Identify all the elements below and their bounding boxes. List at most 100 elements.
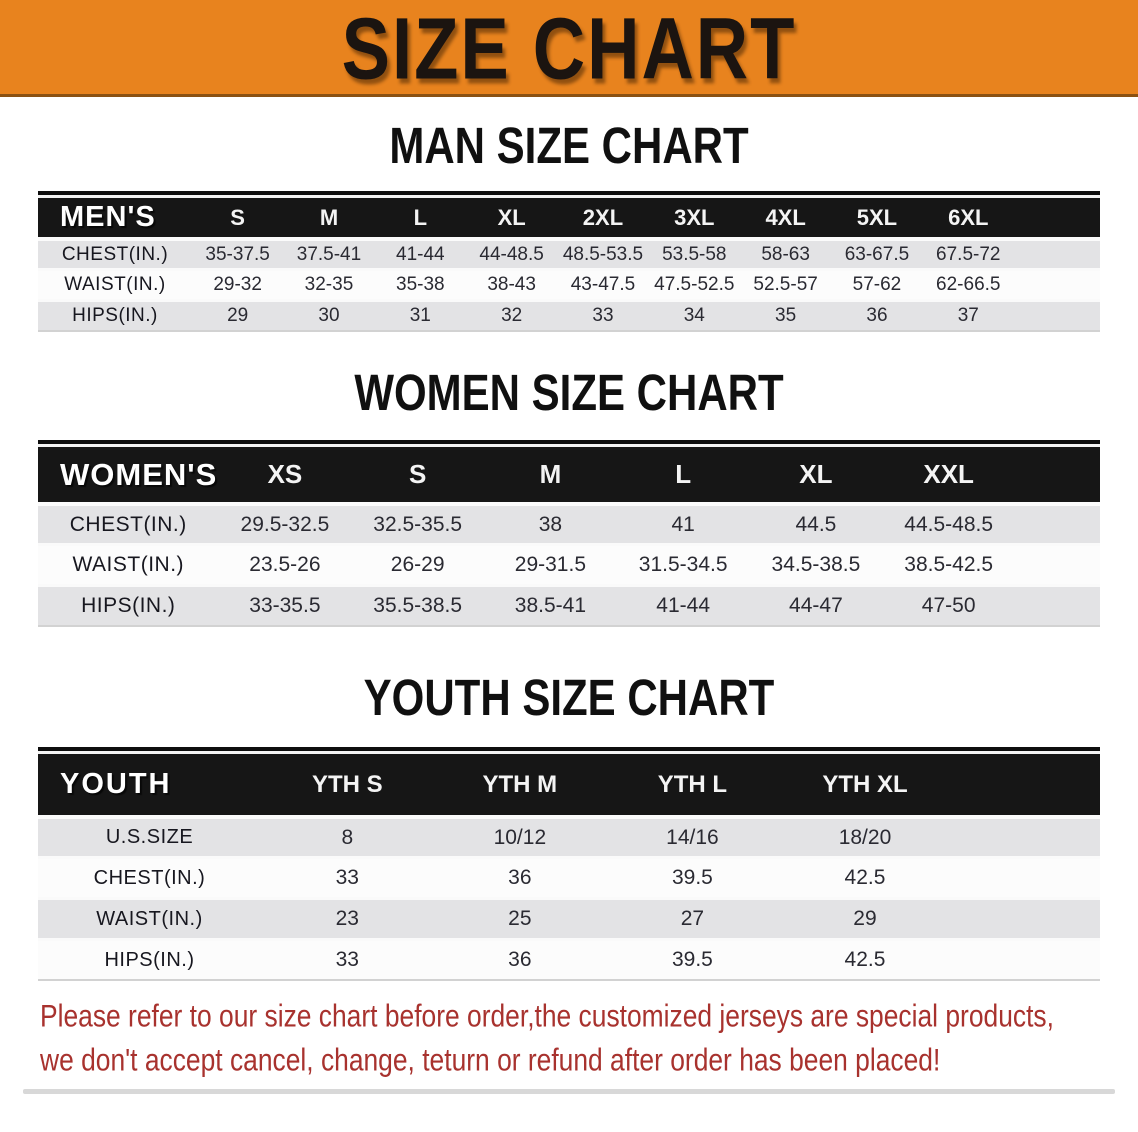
size-value-cell: 67.5-72 xyxy=(922,237,1014,268)
row-filler-cell xyxy=(1015,584,1100,625)
youth-section-heading: YOUTH SIZE CHART xyxy=(0,669,1138,726)
size-value-cell: 33-35.5 xyxy=(218,584,352,625)
size-value-cell: 31.5-34.5 xyxy=(616,543,750,584)
size-value-cell: 36 xyxy=(831,299,923,330)
column-header: M xyxy=(484,444,617,502)
row-filler-cell xyxy=(1013,237,1100,268)
size-value-cell: 47-50 xyxy=(882,584,1016,625)
table-row: HIPS(IN.) 29 30 31 32 33 34 35 36 37 xyxy=(38,299,1100,330)
row-label: WAIST(IN.) xyxy=(38,897,262,938)
table-row: HIPS(IN.) 33 36 39.5 42.5 xyxy=(38,938,1100,979)
table-row: WAIST(IN.) 23.5-26 26-29 29-31.5 31.5-34.5 34… xyxy=(38,543,1100,584)
size-value-cell: 38 xyxy=(484,502,617,543)
size-value-cell: 29 xyxy=(191,299,284,330)
size-value-cell: 35-37.5 xyxy=(191,237,284,268)
table-title: MEN'S xyxy=(38,195,192,237)
size-value-cell: 43-47.5 xyxy=(557,268,649,299)
size-value-cell: 58-63 xyxy=(739,237,832,268)
size-value-cell: 39.5 xyxy=(606,938,779,979)
size-value-cell: 26-29 xyxy=(351,543,485,584)
column-header: L xyxy=(374,195,466,237)
size-value-cell: 29-32 xyxy=(191,268,284,299)
column-header: S xyxy=(351,444,485,502)
row-filler-cell xyxy=(951,815,1100,856)
column-header: XL xyxy=(749,444,883,502)
row-label: HIPS(IN.) xyxy=(38,299,192,330)
header-filler-cell xyxy=(951,751,1100,815)
size-value-cell: 41 xyxy=(616,502,750,543)
women-size-table: WOMEN'S XS S M L XL XXL CHEST(IN.) 29.5-32.5 32.5… xyxy=(38,440,1100,627)
size-value-cell: 42.5 xyxy=(778,938,952,979)
row-label: CHEST(IN.) xyxy=(38,856,262,897)
column-header: YTH S xyxy=(261,751,434,815)
row-filler-cell xyxy=(1013,268,1100,299)
row-filler-cell xyxy=(1015,502,1100,543)
row-filler-cell xyxy=(951,938,1100,979)
size-value-cell: 48.5-53.5 xyxy=(557,237,649,268)
size-value-cell: 38-43 xyxy=(465,268,558,299)
table-row: CHEST(IN.) 33 36 39.5 42.5 xyxy=(38,856,1100,897)
size-value-cell: 57-62 xyxy=(831,268,923,299)
column-header: 2XL xyxy=(557,195,649,237)
size-value-cell: 29-31.5 xyxy=(484,543,617,584)
size-value-cell: 41-44 xyxy=(616,584,750,625)
size-value-cell: 44-48.5 xyxy=(465,237,558,268)
column-header: 5XL xyxy=(831,195,923,237)
disclaimer-text: Please refer to our size chart before or… xyxy=(40,995,1138,1083)
size-value-cell: 30 xyxy=(283,299,375,330)
size-value-cell: 63-67.5 xyxy=(831,237,923,268)
size-value-cell: 29 xyxy=(778,897,952,938)
row-label: CHEST(IN.) xyxy=(38,502,219,543)
size-value-cell: 47.5-52.5 xyxy=(648,268,740,299)
size-value-cell: 31 xyxy=(374,299,466,330)
men-size-table: MEN'S S M L XL 2XL 3XL 4XL 5XL 6XL CHEST(IN.) 35-37… xyxy=(38,191,1100,332)
size-value-cell: 35-38 xyxy=(374,268,466,299)
size-value-cell: 35 xyxy=(739,299,832,330)
header-filler-cell xyxy=(1015,444,1100,502)
size-value-cell: 23.5-26 xyxy=(218,543,352,584)
size-value-cell: 25 xyxy=(433,897,607,938)
row-filler-cell xyxy=(1015,543,1100,584)
column-header: XS xyxy=(218,444,352,502)
column-header: L xyxy=(616,444,750,502)
size-value-cell: 18/20 xyxy=(778,815,952,856)
size-value-cell: 44-47 xyxy=(749,584,883,625)
men-section-heading: MAN SIZE CHART xyxy=(0,117,1138,174)
table-header-row: WOMEN'S XS S M L XL XXL xyxy=(38,444,1100,502)
table-row: WAIST(IN.) 23 25 27 29 xyxy=(38,897,1100,938)
size-value-cell: 32-35 xyxy=(283,268,375,299)
women-section-heading: WOMEN SIZE CHART xyxy=(0,364,1138,421)
size-value-cell: 8 xyxy=(261,815,434,856)
header-filler-cell xyxy=(1013,195,1100,237)
size-value-cell: 41-44 xyxy=(374,237,466,268)
youth-size-table: YOUTH YTH S YTH M YTH L YTH XL U.S.SIZE 8 10/12… xyxy=(38,747,1100,981)
size-value-cell: 44.5 xyxy=(749,502,883,543)
row-filler-cell xyxy=(951,856,1100,897)
size-value-cell: 33 xyxy=(557,299,649,330)
column-header: M xyxy=(283,195,375,237)
size-value-cell: 38.5-42.5 xyxy=(882,543,1016,584)
size-value-cell: 38.5-41 xyxy=(484,584,617,625)
size-value-cell: 32 xyxy=(465,299,558,330)
size-value-cell: 33 xyxy=(261,938,434,979)
column-header: YTH L xyxy=(606,751,779,815)
column-header: 4XL xyxy=(739,195,832,237)
row-filler-cell xyxy=(951,897,1100,938)
size-value-cell: 35.5-38.5 xyxy=(351,584,485,625)
row-label: U.S.SIZE xyxy=(38,815,262,856)
size-value-cell: 36 xyxy=(433,938,607,979)
size-value-cell: 34.5-38.5 xyxy=(749,543,883,584)
column-header: 6XL xyxy=(922,195,1014,237)
table-title: YOUTH xyxy=(38,751,262,815)
size-value-cell: 42.5 xyxy=(778,856,952,897)
size-value-cell: 33 xyxy=(261,856,434,897)
column-header: S xyxy=(191,195,284,237)
table-row: HIPS(IN.) 33-35.5 35.5-38.5 38.5-41 41-44 44-… xyxy=(38,584,1100,625)
column-header: 3XL xyxy=(648,195,740,237)
women-heading-text: WOMEN SIZE CHART xyxy=(354,363,784,422)
column-header: YTH M xyxy=(433,751,607,815)
row-label: HIPS(IN.) xyxy=(38,938,262,979)
size-value-cell: 14/16 xyxy=(606,815,779,856)
table-row: CHEST(IN.) 35-37.5 37.5-41 41-44 44-48.5 48.5… xyxy=(38,237,1100,268)
size-value-cell: 44.5-48.5 xyxy=(882,502,1016,543)
